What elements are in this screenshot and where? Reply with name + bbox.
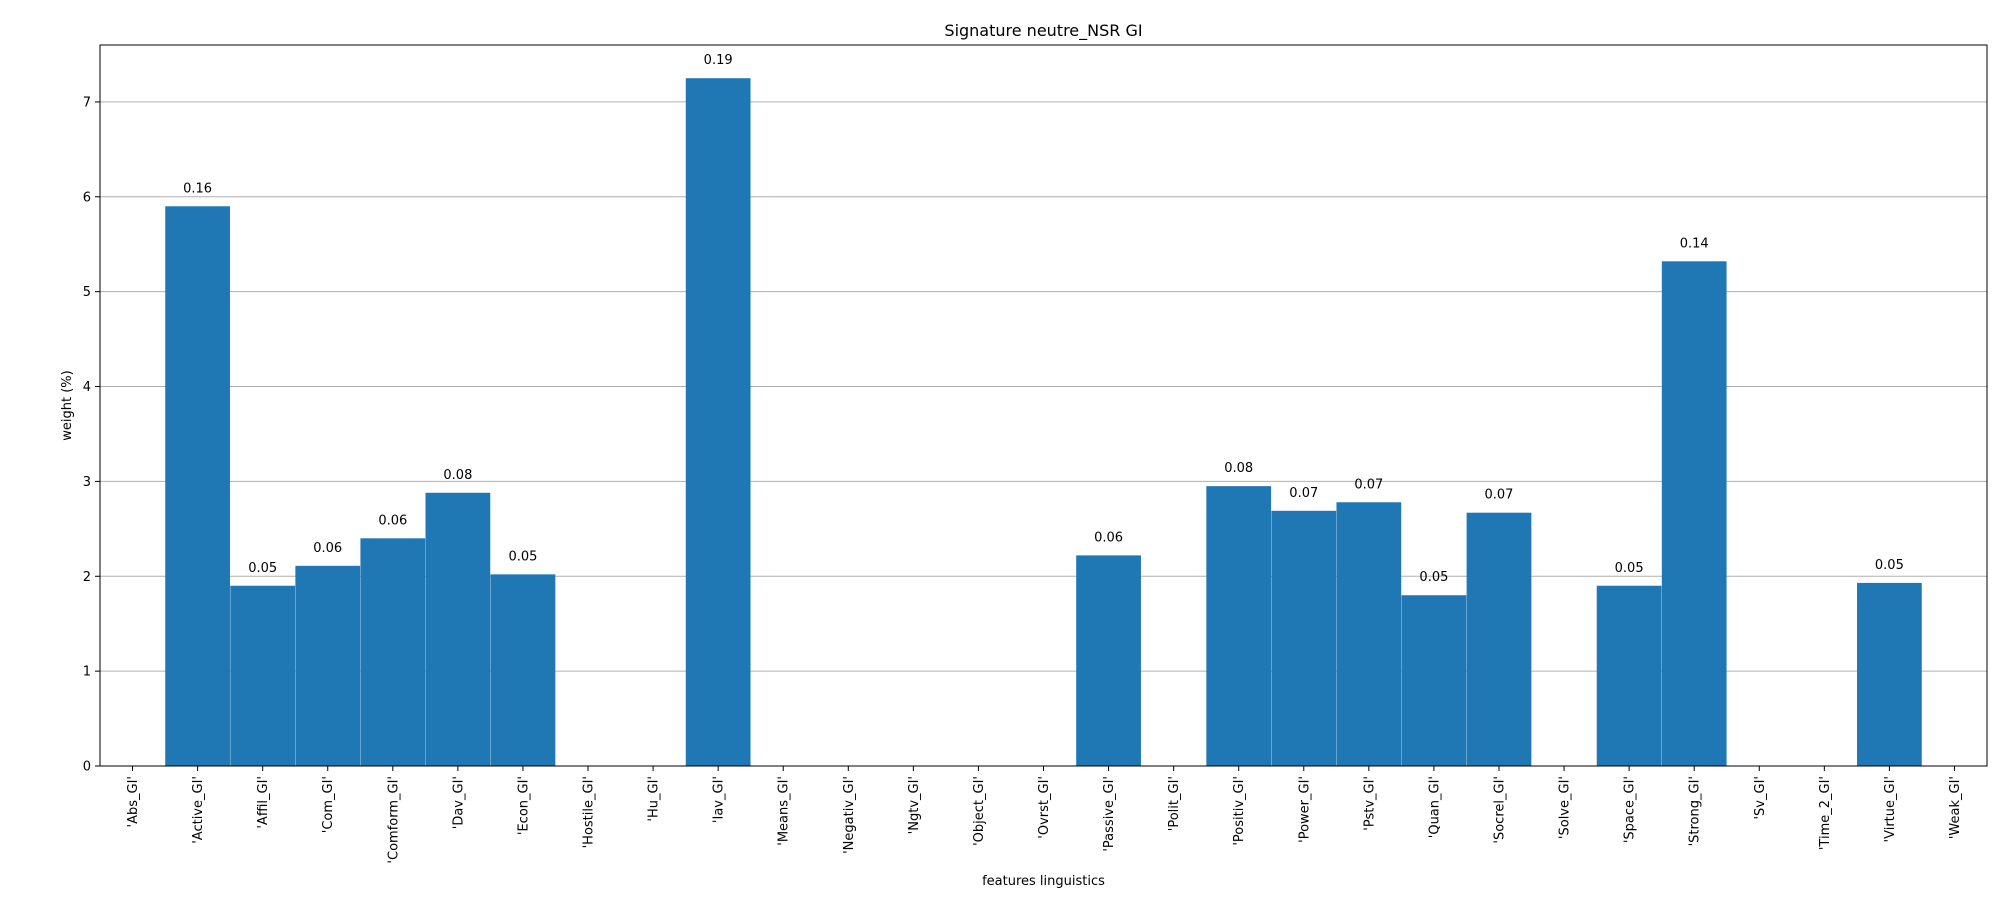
x-tick-label-28: 'Weak_GI' — [1948, 776, 1963, 839]
x-tick-label-0: 'Abs_GI' — [126, 776, 141, 827]
bar-value-label-27: 0.05 — [1875, 558, 1904, 573]
x-tick-label-14: 'Ovrst_GI' — [1037, 776, 1052, 839]
y-axis-label: weight (%) — [60, 370, 75, 440]
x-tick-label-24: 'Strong_GI' — [1688, 776, 1703, 846]
bar-24 — [1661, 261, 1727, 766]
x-tick-label-5: 'Dav_GI' — [451, 776, 466, 829]
x-tick-label-12: 'Ngtv_GI' — [907, 776, 922, 834]
bar-18 — [1271, 510, 1337, 766]
bar-value-label-20: 0.05 — [1419, 570, 1448, 585]
bar-value-label-21: 0.07 — [1485, 488, 1514, 503]
bar-2 — [230, 585, 296, 766]
bar-value-label-3: 0.06 — [313, 541, 342, 556]
x-tick-label-15: 'Passive_GI' — [1102, 776, 1117, 852]
bar-23 — [1596, 585, 1662, 766]
bar-value-label-6: 0.05 — [508, 549, 537, 564]
x-tick-label-23: 'Space_GI' — [1623, 776, 1638, 843]
x-tick-label-22: 'Solve_GI' — [1558, 776, 1573, 839]
bar-6 — [490, 574, 556, 766]
bar-labels: 0.16 0.05 0.06 0.06 0.08 0.05 0.19 0.06 0.08 0.07… — [183, 53, 1904, 585]
y-tick-label-1: 1 — [83, 665, 91, 680]
x-tick-label-4: 'Comform_GI' — [386, 776, 401, 864]
x-tick-label-21: 'Socrel_GI' — [1492, 776, 1507, 844]
bar-15 — [1076, 555, 1141, 766]
x-axis-label: features linguistics — [982, 874, 1105, 889]
x-tick-label-17: 'Positiv_GI' — [1232, 776, 1247, 846]
x-tick-label-9: 'Iav_GI' — [712, 776, 727, 823]
x-tick-label-20: 'Quan_GI' — [1427, 776, 1442, 838]
bar-value-label-15: 0.06 — [1094, 530, 1123, 545]
x-tick-label-26: 'Time_2_GI' — [1818, 776, 1833, 850]
bar-value-label-17: 0.08 — [1224, 461, 1253, 476]
y-tick-label-6: 6 — [83, 190, 91, 205]
x-tick-label-13: 'Object_GI' — [972, 776, 987, 846]
bar-value-label-9: 0.19 — [704, 53, 733, 68]
x-tick-label-18: 'Power_GI' — [1297, 776, 1312, 843]
x-tick-label-6: 'Econ_GI' — [516, 776, 531, 835]
x-tick-label-7: 'Hostile_GI' — [582, 776, 597, 848]
bar-21 — [1466, 512, 1532, 766]
bar-1 — [165, 206, 230, 767]
bar-value-label-4: 0.06 — [378, 513, 407, 528]
x-tick-label-3: 'Com_GI' — [321, 776, 336, 833]
bar-27 — [1857, 582, 1922, 766]
x-tick-label-16: 'Polit_GI' — [1167, 776, 1182, 831]
y-tick-label-2: 2 — [83, 570, 91, 585]
x-tick-label-8: 'Hu_GI' — [647, 776, 662, 822]
x-axis-ticks: 'Abs_GI' 'Active_GI' 'Affil_GI' 'Com_GI' 'Co… — [126, 766, 1963, 864]
bar-4 — [360, 538, 426, 766]
x-tick-label-1: 'Active_GI' — [191, 776, 206, 844]
bar-value-label-18: 0.07 — [1289, 486, 1318, 501]
y-tick-label-3: 3 — [83, 475, 91, 490]
y-tick-label-0: 0 — [83, 760, 91, 775]
bar-5 — [425, 492, 491, 766]
x-tick-label-19: 'Pstv_GI' — [1362, 776, 1377, 831]
chart-title: Signature neutre_NSR GI — [944, 21, 1142, 41]
bar-value-label-5: 0.08 — [443, 468, 472, 483]
x-tick-label-10: 'Means_GI' — [777, 776, 792, 846]
bar-3 — [295, 565, 361, 766]
bar-20 — [1401, 595, 1467, 766]
y-tick-label-4: 4 — [83, 380, 91, 395]
bar-value-label-24: 0.14 — [1680, 236, 1709, 251]
bar-19 — [1336, 502, 1402, 766]
x-tick-label-2: 'Affil_GI' — [256, 776, 271, 829]
x-tick-label-27: 'Virtue_GI' — [1883, 776, 1898, 842]
bar-9 — [685, 78, 751, 766]
y-tick-label-7: 7 — [83, 95, 91, 110]
x-tick-label-25: 'Sv_GI' — [1753, 776, 1768, 820]
bars — [165, 78, 1922, 767]
bar-value-label-23: 0.05 — [1615, 561, 1644, 576]
x-tick-label-11: 'Negativ_GI' — [842, 776, 857, 854]
bar-17 — [1206, 486, 1272, 766]
y-tick-label-5: 5 — [83, 285, 91, 300]
bar-value-label-1: 0.16 — [183, 181, 212, 196]
bar-value-label-19: 0.07 — [1354, 477, 1383, 492]
y-axis-ticks: 0 1 2 3 4 5 6 7 — [83, 95, 100, 775]
bar-value-label-2: 0.05 — [248, 561, 277, 576]
